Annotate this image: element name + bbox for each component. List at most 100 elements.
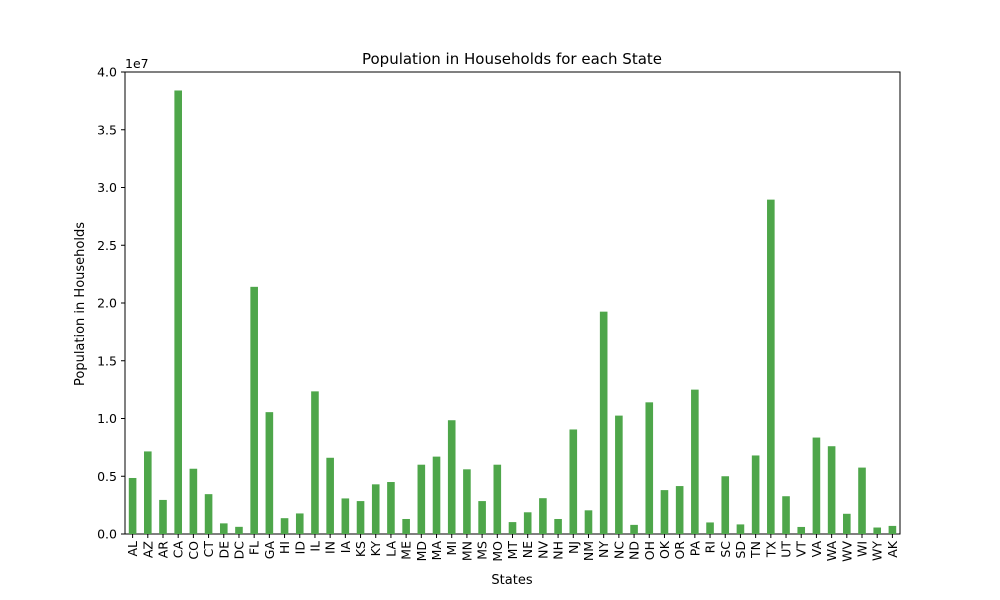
x-tick-label-wi: WI xyxy=(855,541,870,557)
x-tick-label-ky: KY xyxy=(368,541,383,557)
bar-or xyxy=(675,486,684,534)
bar-vt xyxy=(797,526,806,534)
x-tick-label-ri: RI xyxy=(703,541,718,553)
x-tick-label-nc: NC xyxy=(611,541,626,559)
x-tick-label-nj: NJ xyxy=(566,541,581,554)
bar-mi xyxy=(447,420,456,534)
y-axis: 0.0 0.5 1.0 1.5 2.0 2.5 3.0 3.5 4.0 xyxy=(97,65,125,542)
x-tick-label-ak: AK xyxy=(885,540,900,558)
bar-nv xyxy=(539,498,547,534)
x-tick-label-nv: NV xyxy=(535,541,550,559)
y-axis-label: Population in Households xyxy=(73,222,88,386)
bar-mt xyxy=(508,522,517,534)
bar-ky xyxy=(371,484,380,534)
bar-nc xyxy=(615,415,623,534)
x-tick-label-ks: KS xyxy=(353,541,368,557)
x-tick-label-ut: UT xyxy=(779,541,794,558)
x-tick-label-mn: MN xyxy=(459,541,474,561)
bar-wi xyxy=(858,467,866,534)
bar-mn xyxy=(463,469,471,534)
x-tick-label-nd: ND xyxy=(627,541,642,560)
y-tick-label: 1.5 xyxy=(97,353,117,368)
bar-sd xyxy=(736,524,745,534)
bar-la xyxy=(387,482,395,534)
bar-tx xyxy=(767,199,775,534)
y-tick-label: 2.5 xyxy=(97,238,117,253)
x-tick-label-hi: HI xyxy=(277,541,292,554)
x-tick-label-de: DE xyxy=(216,541,231,559)
y-tick-label: 2.0 xyxy=(97,296,117,311)
x-tick-label-md: MD xyxy=(414,541,429,561)
x-tick-label-oh: OH xyxy=(642,541,657,560)
bar-ut xyxy=(782,496,790,534)
bar-ks xyxy=(356,501,365,534)
bar-al xyxy=(128,477,137,534)
bar-ga xyxy=(265,412,274,534)
x-tick-label-ga: GA xyxy=(262,541,277,560)
bar-ms xyxy=(478,501,486,534)
bars-group xyxy=(128,90,897,535)
y-tick-label: 3.0 xyxy=(97,180,117,195)
x-tick-label-dc: DC xyxy=(231,541,246,560)
x-tick-label-va: VA xyxy=(809,541,824,558)
bar-va xyxy=(812,437,821,534)
bar-id xyxy=(295,513,304,534)
x-tick-label-mi: MI xyxy=(444,541,459,555)
bar-wa xyxy=(827,446,836,534)
x-tick-label-vt: VT xyxy=(794,541,809,558)
bar-de xyxy=(219,523,228,534)
bar-hi xyxy=(280,518,289,534)
x-axis-label: States xyxy=(491,573,532,588)
bar-ny xyxy=(599,311,608,534)
chart-title: Population in Households for each State xyxy=(362,50,662,68)
x-tick-label-tn: TN xyxy=(748,541,763,559)
y-tick-label: 4.0 xyxy=(97,65,117,80)
x-tick-label-la: LA xyxy=(383,541,398,557)
bar-ar xyxy=(159,499,167,534)
y-offset-text: 1e7 xyxy=(125,56,149,71)
x-tick-label-ct: CT xyxy=(201,541,216,558)
bar-sc xyxy=(721,476,730,534)
x-axis: AL AZ AR CA CO CT DE DC FL GA HI ID IL IN IA KS KY LA ME MD… xyxy=(125,534,900,562)
x-tick-label-mt: MT xyxy=(505,541,520,560)
x-tick-label-in: IN xyxy=(323,541,338,554)
x-tick-label-fl: FL xyxy=(247,541,262,555)
bar-nj xyxy=(569,429,578,534)
y-tick-label: 0.0 xyxy=(97,527,117,542)
x-tick-label-sd: SD xyxy=(733,541,748,559)
y-tick-label: 0.5 xyxy=(97,469,117,484)
bar-fl xyxy=(250,286,258,534)
bar-ct xyxy=(204,494,213,534)
x-tick-label-co: CO xyxy=(186,541,201,560)
x-tick-label-wa: WA xyxy=(824,541,839,562)
x-tick-label-id: ID xyxy=(292,541,307,554)
x-tick-label-ar: AR xyxy=(155,541,170,559)
bar-az xyxy=(144,451,152,534)
x-tick-label-az: AZ xyxy=(140,541,155,558)
y-tick-label: 3.5 xyxy=(97,122,117,137)
x-tick-label-ma: MA xyxy=(429,541,444,561)
x-tick-label-me: ME xyxy=(399,541,414,560)
x-tick-label-pa: PA xyxy=(687,541,702,557)
x-tick-label-ms: MS xyxy=(475,541,490,560)
bar-co xyxy=(189,468,198,534)
x-tick-label-or: OR xyxy=(672,541,687,560)
bar-nd xyxy=(630,524,638,534)
bar-in xyxy=(326,457,334,534)
bar-ca xyxy=(174,90,182,534)
x-tick-label-tx: TX xyxy=(763,541,778,559)
x-tick-label-ok: OK xyxy=(657,540,672,559)
bar-ma xyxy=(432,456,441,534)
bar-me xyxy=(402,518,410,534)
bar-ri xyxy=(706,522,714,534)
x-tick-label-ia: IA xyxy=(338,541,353,554)
x-tick-label-wv: WV xyxy=(839,541,854,562)
bar-wy xyxy=(873,527,882,534)
bar-nm xyxy=(584,510,593,534)
bar-ak xyxy=(888,525,897,534)
x-tick-label-nh: NH xyxy=(551,541,566,560)
x-tick-label-al: AL xyxy=(125,541,140,557)
x-tick-label-ny: NY xyxy=(596,541,611,558)
bar-il xyxy=(311,391,319,534)
x-tick-label-nm: NM xyxy=(581,541,596,561)
